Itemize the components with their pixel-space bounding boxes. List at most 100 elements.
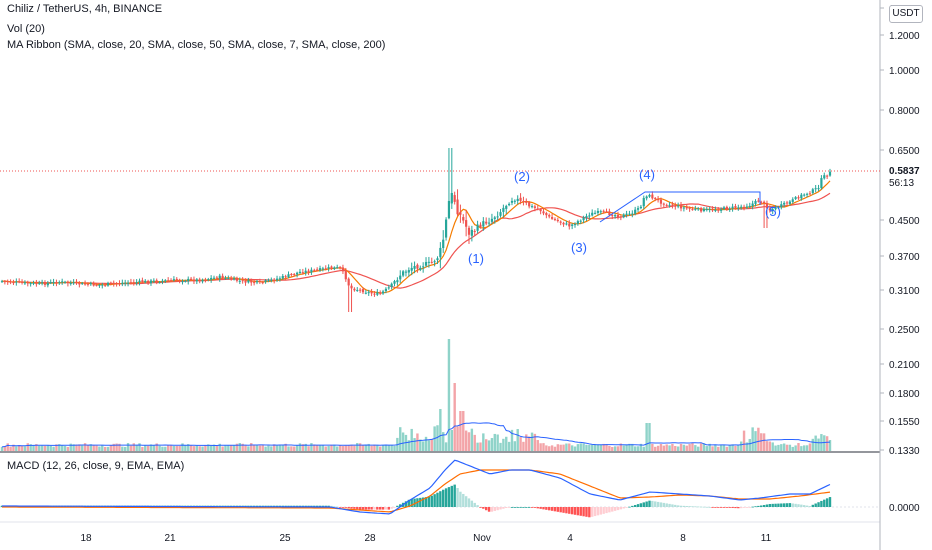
volume-bar xyxy=(562,444,565,451)
volume-bar xyxy=(662,445,666,451)
macd-histogram-bar xyxy=(705,506,709,508)
volume-bar xyxy=(146,445,150,451)
macd-histogram-bar xyxy=(436,492,439,507)
volume-bar xyxy=(616,446,620,451)
candle-body xyxy=(92,282,95,286)
volume-bar xyxy=(15,446,18,451)
candle-body xyxy=(699,208,703,212)
time-tick-label: 8 xyxy=(680,533,686,544)
candle-body xyxy=(459,212,462,215)
volume-bar xyxy=(298,443,302,451)
volume-bar xyxy=(304,443,307,451)
macd-histogram-bar xyxy=(318,505,322,507)
candle-body xyxy=(255,281,259,283)
volume-bar xyxy=(29,444,32,451)
volume-bar xyxy=(510,429,514,451)
candle-body xyxy=(38,282,41,284)
candle-body xyxy=(668,204,671,206)
candle-body xyxy=(121,282,124,285)
volume-bar xyxy=(808,443,812,451)
macd-histogram-bar xyxy=(525,507,528,508)
volume-bar xyxy=(825,436,829,451)
volume-bar xyxy=(135,445,138,451)
candle-body xyxy=(112,282,115,284)
volume-bar xyxy=(376,445,379,451)
candle-body xyxy=(109,282,112,284)
volume-bar xyxy=(522,441,525,451)
candle-body xyxy=(330,266,333,269)
volume-bar xyxy=(814,435,817,451)
macd-histogram-bar xyxy=(788,503,792,507)
macd-histogram-bar xyxy=(780,503,783,507)
volume-bar xyxy=(221,446,224,451)
candle-body xyxy=(396,280,399,283)
candle-body xyxy=(347,278,350,286)
volume-bar xyxy=(805,445,809,451)
macd-histogram-bar xyxy=(370,507,373,510)
candle-body xyxy=(777,207,780,209)
volume-bar xyxy=(697,446,700,451)
volume-bar xyxy=(676,446,680,451)
candle-body xyxy=(654,198,657,200)
volume-bar xyxy=(307,446,310,451)
candle-body xyxy=(742,206,746,208)
volume-bar xyxy=(484,439,488,451)
candle-body xyxy=(0,281,4,283)
candle-body xyxy=(201,279,204,282)
candle-body xyxy=(765,203,769,209)
candle-body xyxy=(608,211,611,216)
candle-body xyxy=(238,280,241,282)
volume-bar xyxy=(533,433,537,451)
volume-bar xyxy=(611,446,614,451)
volume-bar xyxy=(668,445,671,451)
volume-bar xyxy=(416,433,419,451)
macd-histogram-bar xyxy=(539,507,542,509)
volume-bar xyxy=(324,446,327,451)
currency-badge[interactable]: USDT xyxy=(889,5,923,23)
volume-bar xyxy=(149,444,153,451)
candle-body xyxy=(565,223,568,225)
volume-bar xyxy=(642,446,645,451)
macd-histogram-bar xyxy=(782,503,786,507)
volume-bar xyxy=(72,444,75,451)
candle-body xyxy=(115,283,118,285)
macd-histogram-bar xyxy=(350,507,353,509)
volume-bar xyxy=(751,427,754,451)
macd-histogram-bar xyxy=(510,507,514,508)
volume-bar xyxy=(373,444,376,451)
candle-body xyxy=(708,209,711,211)
macd-histogram-bar xyxy=(699,506,703,508)
candle-body xyxy=(820,178,823,189)
macd-histogram-bar xyxy=(697,506,700,508)
volume-bar xyxy=(17,445,21,451)
macd-histogram-bar xyxy=(625,507,628,508)
macd-histogram-group xyxy=(0,484,832,518)
volume-bar xyxy=(118,443,121,451)
wave-label: (3) xyxy=(571,240,587,255)
candle-body xyxy=(273,279,276,281)
volume-bar xyxy=(568,443,571,451)
candle-body xyxy=(98,284,101,286)
volume-bar xyxy=(476,442,479,451)
volume-bar xyxy=(101,445,104,451)
volume-bar xyxy=(688,444,691,451)
volume-bar xyxy=(341,445,345,451)
candle-body xyxy=(751,203,754,207)
candle-body xyxy=(198,279,201,282)
volume-bar xyxy=(719,444,723,451)
candle-body xyxy=(470,229,473,236)
candle-body xyxy=(313,269,316,271)
macd-histogram-bar xyxy=(633,504,637,507)
volume-bar xyxy=(605,444,608,451)
volume-bar xyxy=(482,433,485,451)
last-price-label: 0.5837 xyxy=(889,166,920,177)
candle-body xyxy=(814,188,817,190)
volume-bar xyxy=(656,445,660,451)
candle-body xyxy=(290,273,293,275)
macd-histogram-bar xyxy=(800,504,803,507)
candle-body xyxy=(46,283,49,286)
macd-histogram-bar xyxy=(576,507,580,516)
candle-body xyxy=(614,215,617,217)
trendline xyxy=(599,191,761,223)
